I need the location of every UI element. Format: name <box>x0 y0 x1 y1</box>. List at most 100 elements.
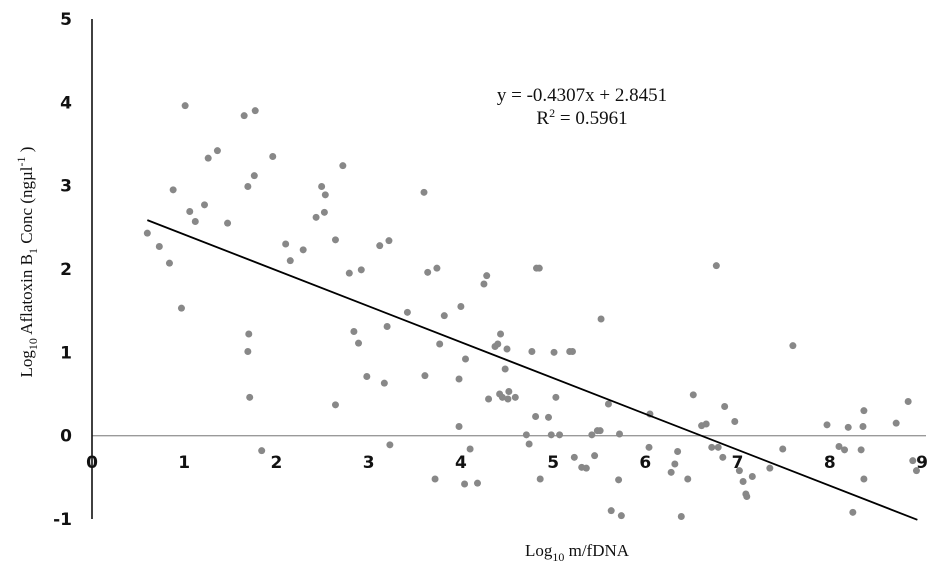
data-point <box>511 393 519 401</box>
data-point <box>186 208 194 215</box>
data-point <box>591 452 599 460</box>
data-point <box>547 431 555 439</box>
data-point <box>731 418 739 425</box>
data-point <box>779 445 787 453</box>
data-point <box>461 480 469 488</box>
data-point <box>556 431 564 439</box>
data-point <box>615 476 623 484</box>
data-point <box>503 345 511 353</box>
data-point <box>607 507 615 515</box>
data-point <box>431 475 439 483</box>
data-point <box>245 330 253 338</box>
data-point <box>497 330 505 338</box>
data-point <box>421 372 429 380</box>
x-tick-labels: 0 1 2 3 4 5 6 7 8 9 <box>86 453 928 473</box>
data-point <box>457 303 465 310</box>
x-tick-label: 3 <box>363 453 375 473</box>
data-point <box>269 153 277 160</box>
data-point <box>240 112 248 120</box>
data-point <box>455 375 463 383</box>
data-point <box>550 348 558 356</box>
data-point <box>860 475 868 483</box>
data-point <box>383 323 391 330</box>
data-point <box>246 393 254 401</box>
data-point <box>860 407 868 415</box>
data-point <box>766 464 774 472</box>
data-point <box>363 373 371 380</box>
data-point <box>350 328 358 335</box>
data-point <box>462 355 469 363</box>
data-point <box>386 441 394 449</box>
data-point <box>570 453 578 461</box>
data-point <box>473 479 481 487</box>
data-point <box>318 183 326 190</box>
data-point <box>545 413 552 421</box>
data-point <box>674 448 682 455</box>
data-point <box>735 467 743 475</box>
data-point <box>244 348 252 355</box>
data-point <box>385 237 393 245</box>
x-tick-label: 4 <box>455 453 467 473</box>
data-point <box>904 398 912 405</box>
y-tick-label: 1 <box>60 343 72 363</box>
data-point <box>250 172 258 180</box>
data-point <box>485 395 493 403</box>
y-tick-label: -1 <box>53 510 72 530</box>
data-point <box>892 419 900 427</box>
data-point <box>535 264 543 272</box>
data-point <box>645 443 653 451</box>
data-point <box>286 257 294 265</box>
y-tick-label: 2 <box>60 260 72 280</box>
trendline-group <box>147 219 918 521</box>
data-points <box>143 102 920 520</box>
data-point <box>494 340 502 348</box>
y-tick-label: 5 <box>60 10 72 30</box>
data-point <box>719 453 727 461</box>
data-point <box>689 391 697 399</box>
data-point <box>568 348 576 355</box>
y-tick-label: 3 <box>60 177 72 197</box>
data-point <box>258 447 266 455</box>
x-tick-label: 7 <box>732 453 744 473</box>
data-point <box>835 443 843 450</box>
data-point <box>617 512 625 520</box>
data-point <box>169 186 177 194</box>
data-point <box>859 423 867 430</box>
data-point <box>376 242 384 250</box>
data-point <box>532 413 540 420</box>
x-tick-label: 8 <box>824 453 836 473</box>
data-point <box>667 468 675 476</box>
data-point <box>355 339 363 347</box>
r-squared-label: R2 = 0.5961 <box>536 106 627 129</box>
data-point <box>380 379 388 387</box>
data-point <box>588 431 596 439</box>
data-point <box>181 102 189 110</box>
data-point <box>331 401 339 409</box>
data-point <box>213 147 221 155</box>
data-point <box>155 243 163 250</box>
x-tick-label: 2 <box>271 453 283 473</box>
x-tick-label: 1 <box>178 453 190 473</box>
data-point <box>671 460 679 468</box>
data-point <box>251 107 259 115</box>
data-point <box>466 445 474 453</box>
data-point <box>912 467 920 475</box>
data-point <box>522 431 530 439</box>
data-point <box>321 191 329 199</box>
data-point <box>433 264 441 272</box>
data-point <box>684 475 692 483</box>
data-point <box>597 315 605 323</box>
trendline-equation: y = -0.4307x + 2.8451 <box>497 85 667 106</box>
data-point <box>312 213 320 221</box>
data-point <box>748 473 756 480</box>
data-point <box>721 403 729 410</box>
trendline <box>147 219 918 521</box>
data-point <box>244 183 252 190</box>
data-point <box>677 513 685 520</box>
data-point <box>501 365 509 373</box>
data-point <box>844 423 852 431</box>
data-point <box>201 201 209 209</box>
y-tick-label: 0 <box>60 427 72 447</box>
data-point <box>604 400 612 408</box>
data-point <box>436 340 444 348</box>
